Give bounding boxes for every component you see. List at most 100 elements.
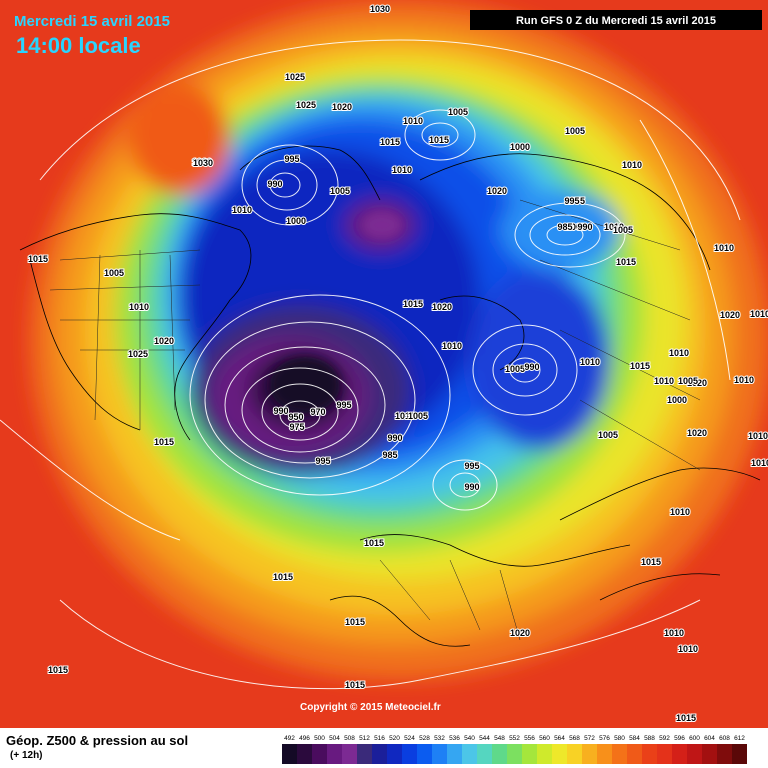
scale-swatch xyxy=(642,744,658,764)
coastlines xyxy=(19,145,761,647)
pressure-label: 950 xyxy=(288,412,303,422)
pressure-label: 970 xyxy=(310,407,325,417)
scale-label: 532 xyxy=(434,735,445,742)
pressure-label: 1015 xyxy=(273,572,293,582)
pressure-label: 1010 xyxy=(622,160,642,170)
scale-swatch xyxy=(312,744,328,764)
pressure-label: 995 xyxy=(336,400,351,410)
scale-label: 580 xyxy=(614,735,625,742)
scale-swatch xyxy=(597,744,613,764)
scale-swatch xyxy=(327,744,343,764)
z500-color-field xyxy=(30,0,768,680)
scale-label: 576 xyxy=(599,735,610,742)
pressure-label: 1010 xyxy=(670,507,690,517)
pressure-label: 1020 xyxy=(154,336,174,346)
color-scale-labels: 492 496 500 504 508 512 516 520 524 528 532 536 540 5… xyxy=(284,735,745,742)
pressure-label: 1010 xyxy=(678,644,698,654)
pressure-label: 1015 xyxy=(429,135,449,145)
scale-label: 520 xyxy=(389,735,400,742)
pressure-label: 1010 xyxy=(748,431,768,441)
scale-swatch xyxy=(717,744,733,764)
scale-label: 536 xyxy=(449,735,460,742)
color-scale-swatches xyxy=(282,744,747,764)
scale-swatch xyxy=(732,744,747,764)
scale-label: 584 xyxy=(629,735,640,742)
pressure-label: 1000 xyxy=(286,216,306,226)
pressure-label: 1010 xyxy=(654,376,674,386)
pressure-label: 1015 xyxy=(630,361,650,371)
scale-swatch xyxy=(507,744,523,764)
scale-swatch xyxy=(432,744,448,764)
scale-label: 528 xyxy=(419,735,430,742)
pressure-label: 995 xyxy=(315,456,330,466)
pressure-labels: 1030102510201015101010059959901000100510… xyxy=(27,3,768,724)
borders xyxy=(49,199,701,641)
scale-swatch xyxy=(297,744,313,764)
pressure-label: 1005 xyxy=(104,268,124,278)
scale-swatch xyxy=(357,744,373,764)
scale-label: 588 xyxy=(644,735,655,742)
scale-swatch xyxy=(672,744,688,764)
pressure-label: 1025 xyxy=(296,100,316,110)
scale-swatch xyxy=(687,744,703,764)
pressure-label: 1020 xyxy=(687,378,707,388)
pressure-label: 1015 xyxy=(676,713,696,723)
pressure-label: 1015 xyxy=(641,557,661,567)
pressure-label: 1005 xyxy=(408,411,428,421)
pressure-label: 1015 xyxy=(154,437,174,447)
pressure-label: 1005 xyxy=(330,186,350,196)
pressure-label: 975 xyxy=(289,422,304,432)
pressure-label: 995 xyxy=(464,461,479,471)
scale-swatch xyxy=(522,744,538,764)
pressure-label: 1005 xyxy=(565,126,585,136)
scale-swatch xyxy=(582,744,598,764)
scale-swatch xyxy=(567,744,583,764)
pressure-label: 1005 xyxy=(613,225,633,235)
pressure-label: 1010 xyxy=(392,165,412,175)
pressure-label: 1020 xyxy=(720,310,740,320)
pressure-label: 1020 xyxy=(332,102,352,112)
pressure-label: 1005 xyxy=(566,222,586,232)
scale-swatch xyxy=(627,744,643,764)
scale-label: 592 xyxy=(659,735,670,742)
pressure-label: 1025 xyxy=(128,349,148,359)
pressure-label: 1020 xyxy=(687,428,707,438)
pressure-label: 1015 xyxy=(403,299,423,309)
scale-swatch xyxy=(552,744,568,764)
pressure-label: 1005 xyxy=(598,430,618,440)
scale-label: 556 xyxy=(524,735,535,742)
run-info: Run GFS 0 Z du Mercredi 15 avril 2015 xyxy=(516,15,716,27)
pressure-label: 985 xyxy=(557,222,572,232)
pressure-label: 1020 xyxy=(432,302,452,312)
scale-label: 608 xyxy=(719,735,730,742)
pressure-label: 1030 xyxy=(192,157,212,167)
color-scale: 492 496 500 504 508 512 516 520 524 528 532 536 540 5… xyxy=(282,735,747,764)
pressure-label: 990 xyxy=(273,406,288,416)
pressure-label: 1010 xyxy=(714,243,734,253)
pressure-label: 1030 xyxy=(370,4,390,14)
scale-label: 560 xyxy=(539,735,550,742)
pressure-label: 1005 xyxy=(448,107,468,117)
scale-swatch xyxy=(417,744,433,764)
scale-label: 600 xyxy=(689,735,700,742)
scale-label: 500 xyxy=(314,735,325,742)
legend-title: Géop. Z500 & pression au sol xyxy=(6,733,189,748)
pressure-label: 1010 xyxy=(395,411,415,421)
pressure-label: 1015 xyxy=(48,665,68,675)
pressure-label: 990 xyxy=(524,362,539,372)
scale-swatch xyxy=(282,744,298,764)
scale-label: 492 xyxy=(284,735,295,742)
scale-label: 548 xyxy=(494,735,505,742)
scale-swatch xyxy=(612,744,628,764)
pressure-label: 1015 xyxy=(364,538,384,548)
scale-swatch xyxy=(702,744,718,764)
pressure-label: 1005 xyxy=(678,376,698,386)
copyright: Copyright © 2015 Meteociel.fr xyxy=(300,702,441,713)
pressure-label: 990 xyxy=(267,179,282,189)
pressure-label: 1000 xyxy=(667,395,687,405)
scale-swatch xyxy=(387,744,403,764)
pressure-label: 1020 xyxy=(510,628,530,638)
scale-swatch xyxy=(372,744,388,764)
pressure-label: 990 xyxy=(577,222,592,232)
scale-swatch xyxy=(492,744,508,764)
